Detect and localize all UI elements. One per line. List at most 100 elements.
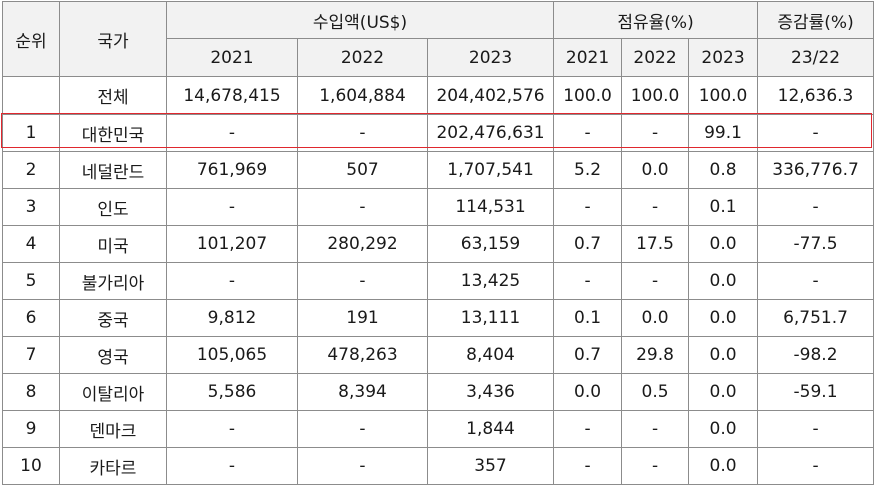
cell-imp2023: 8,404 — [426, 336, 555, 374]
cell-imp2023: 3,436 — [426, 373, 555, 411]
header-import-2022: 2022 — [297, 38, 428, 77]
cell-sh2022: 29.8 — [621, 336, 690, 374]
cell-sh2021: 5.2 — [553, 151, 623, 189]
cell-rank: 2 — [2, 151, 60, 189]
cell-country: 덴마크 — [59, 410, 167, 448]
table-row: 4 미국 101,207 280,292 63,159 0.7 17.5 0.0 -77.5 — [2, 225, 875, 263]
cell-change: -77.5 — [757, 225, 875, 263]
table-row: 3 인도 - -114,531- -0.1- — [2, 188, 875, 226]
cell-country: 중국 — [59, 299, 167, 337]
cell-imp2023: 63,159 — [426, 225, 555, 263]
cell-change: -98.2 — [757, 336, 875, 374]
cell-imp2022: 478,263 — [297, 336, 428, 374]
cell-change: - — [757, 262, 875, 300]
cell-change: - — [757, 410, 875, 448]
cell-sh2021: - — [553, 188, 623, 226]
cell-sh2022: 100.0 — [621, 76, 690, 115]
cell-sh2023: 0.0 — [688, 225, 759, 263]
table-row: 1 대한민국 - -202,476,631- -99.1- — [2, 114, 875, 152]
header-share-2021: 2021 — [553, 38, 623, 77]
cell-imp2023: 1,707,541 — [426, 151, 555, 189]
table-row: 6 중국 9,812 191 13,111 0.1 0.0 0.0 6,751.7 — [2, 299, 875, 337]
cell-change: - — [757, 188, 875, 226]
table-row: 2 네덜란드 761,969 507 1,707,541 5.2 0.0 0.8 336,776… — [2, 151, 875, 189]
cell-sh2021: - — [553, 114, 623, 152]
cell-country: 인도 — [59, 188, 167, 226]
cell-sh2023: 0.0 — [688, 373, 759, 411]
cell-imp2021: - — [166, 447, 298, 485]
cell-sh2022: - — [621, 188, 690, 226]
cell-imp2023: 357 — [426, 447, 555, 485]
import-table: 순위 국가 수입액(US$) 점유율(%) 증감률(%) 2021 2022 2… — [2, 1, 875, 485]
cell-sh2022: 17.5 — [621, 225, 690, 263]
cell-change: - — [757, 447, 875, 485]
cell-imp2021: 5,586 — [166, 373, 298, 411]
header-share-2023: 2023 — [688, 38, 759, 77]
header-share-2022: 2022 — [621, 38, 690, 77]
cell-rank: 4 — [2, 225, 60, 263]
cell-imp2023: 13,111 — [426, 299, 555, 337]
cell-sh2022: 0.5 — [621, 373, 690, 411]
table-row: 7 영국 105,065 478,263 8,404 0.7 29.8 0.0 -98.2 — [2, 336, 875, 374]
cell-country: 대한민국 — [59, 114, 167, 152]
header-import-2021: 2021 — [166, 38, 298, 77]
cell-imp2023: 202,476,631 — [426, 114, 555, 152]
cell-rank: 6 — [2, 299, 60, 337]
cell-rank: 5 — [2, 262, 60, 300]
cell-change: 12,636.3 — [757, 76, 875, 115]
cell-country: 전체 — [59, 76, 167, 115]
cell-sh2022: 0.0 — [621, 299, 690, 337]
cell-imp2022: 280,292 — [297, 225, 428, 263]
cell-sh2023: 99.1 — [688, 114, 759, 152]
cell-imp2021: - — [166, 262, 298, 300]
cell-imp2023: 1,844 — [426, 410, 555, 448]
cell-sh2023: 0.0 — [688, 262, 759, 300]
cell-sh2021: 0.7 — [553, 225, 623, 263]
table-row: 5 불가리아 - -13,425- -0.0- — [2, 262, 875, 300]
header-rank: 순위 — [2, 1, 60, 77]
cell-imp2021: 761,969 — [166, 151, 298, 189]
table-row: 10 카타르 - -357- -0.0- — [2, 447, 875, 485]
cell-sh2023: 0.0 — [688, 410, 759, 448]
cell-country: 카타르 — [59, 447, 167, 485]
cell-rank: 1 — [2, 114, 60, 152]
cell-imp2021: - — [166, 410, 298, 448]
cell-sh2022: - — [621, 447, 690, 485]
table-row: 9 덴마크 - -1,844- -0.0- — [2, 410, 875, 448]
cell-rank: 3 — [2, 188, 60, 226]
cell-change: -59.1 — [757, 373, 875, 411]
cell-rank: 9 — [2, 410, 60, 448]
cell-imp2021: 101,207 — [166, 225, 298, 263]
cell-imp2023: 204,402,576 — [426, 76, 555, 115]
cell-sh2022: - — [621, 410, 690, 448]
cell-sh2021: - — [553, 447, 623, 485]
cell-country: 영국 — [59, 336, 167, 374]
cell-imp2023: 114,531 — [426, 188, 555, 226]
table-body: 전체 14,678,415 1,604,884 204,402,576 100.0 100… — [2, 76, 875, 485]
cell-imp2022: - — [297, 262, 428, 300]
cell-sh2021: - — [553, 262, 623, 300]
cell-change: 6,751.7 — [757, 299, 875, 337]
cell-sh2021: 100.0 — [553, 76, 623, 115]
cell-change: - — [757, 114, 875, 152]
cell-imp2022: - — [297, 410, 428, 448]
cell-sh2021: 0.1 — [553, 299, 623, 337]
table-header: 순위 국가 수입액(US$) 점유율(%) 증감률(%) 2021 2022 2… — [2, 1, 875, 77]
cell-imp2022: 8,394 — [297, 373, 428, 411]
cell-sh2023: 0.8 — [688, 151, 759, 189]
cell-sh2022: 0.0 — [621, 151, 690, 189]
cell-rank: 7 — [2, 336, 60, 374]
cell-rank — [2, 76, 60, 115]
cell-imp2022: - — [297, 188, 428, 226]
cell-country: 이탈리아 — [59, 373, 167, 411]
table-row: 8 이탈리아 5,586 8,394 3,436 0.0 0.5 0.0 -59.1 — [2, 373, 875, 411]
cell-imp2021: - — [166, 188, 298, 226]
cell-change: 336,776.7 — [757, 151, 875, 189]
cell-country: 불가리아 — [59, 262, 167, 300]
cell-imp2022: - — [297, 114, 428, 152]
cell-sh2023: 0.0 — [688, 336, 759, 374]
header-import-2023: 2023 — [426, 38, 555, 77]
header-country: 국가 — [59, 1, 167, 77]
cell-sh2023: 0.0 — [688, 299, 759, 337]
cell-country: 미국 — [59, 225, 167, 263]
